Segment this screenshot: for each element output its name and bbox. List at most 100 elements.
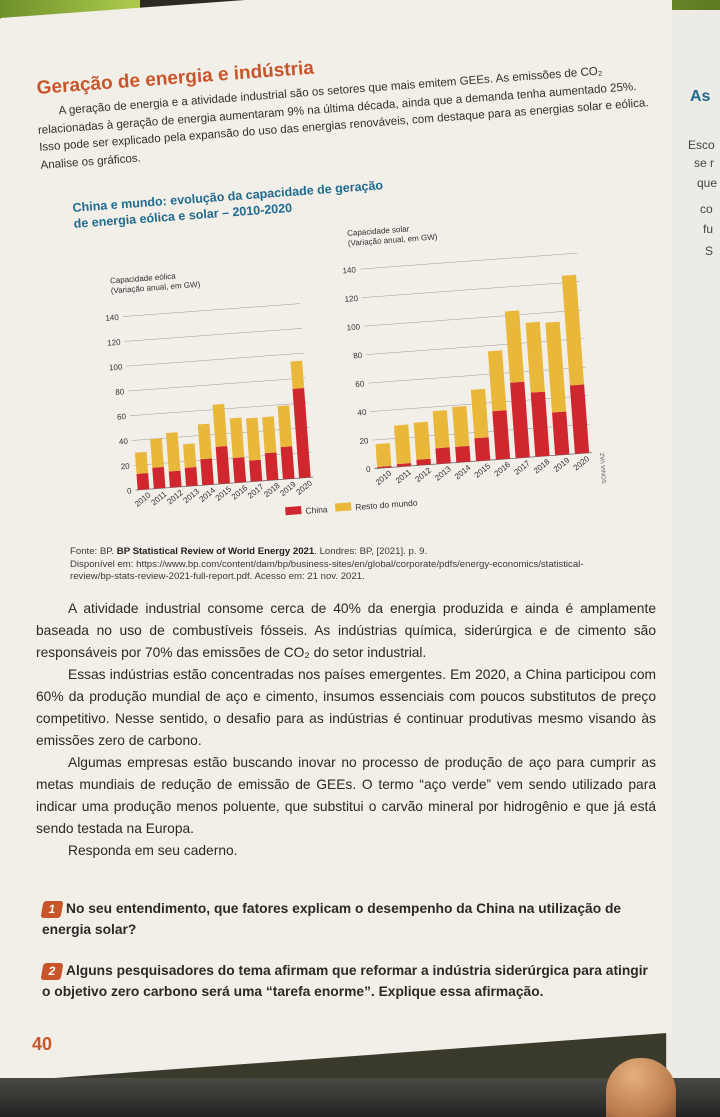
bar-segment xyxy=(182,443,197,468)
bar-segment xyxy=(229,417,245,459)
bar-segment xyxy=(452,405,470,447)
y-tick-label: 0 xyxy=(366,465,372,474)
source-label: Fonte: BP. xyxy=(70,546,115,557)
gridline xyxy=(364,309,582,327)
bar-segment xyxy=(212,403,228,447)
y-tick-label: 0 xyxy=(127,486,133,495)
facing-page xyxy=(666,10,720,1082)
gridline xyxy=(126,352,304,367)
facing-page-heading: As xyxy=(690,88,711,105)
bar-segment xyxy=(262,416,277,454)
bar-segment xyxy=(200,458,214,486)
facing-page-text: que xyxy=(697,176,718,190)
y-tick-label: 40 xyxy=(119,437,129,447)
bar-segment xyxy=(264,452,279,481)
y-tick-label: 120 xyxy=(344,294,359,304)
y-tick-label: 20 xyxy=(359,436,369,446)
legend-swatch-rest xyxy=(334,502,352,512)
x-tick-label: 2015 xyxy=(473,461,493,480)
bar-segment xyxy=(168,470,182,488)
bar-segment xyxy=(197,423,212,460)
gridline xyxy=(124,328,303,342)
body-text: A atividade industrial consome cerca de … xyxy=(36,598,656,862)
bar-segment xyxy=(292,388,311,479)
charts-svg: Capacidade eólica(Variação anual, em GW)… xyxy=(105,224,608,516)
question-number: 1 xyxy=(40,901,64,918)
y-tick-label: 140 xyxy=(342,265,357,275)
question-text: No seu entendimento, que fatores explica… xyxy=(42,901,622,937)
y-tick-label: 40 xyxy=(357,408,367,418)
bar-segment xyxy=(474,437,491,462)
y-tick-label: 20 xyxy=(120,462,130,472)
bar-segment xyxy=(455,445,471,463)
bar-segment xyxy=(470,388,489,439)
bar-segment xyxy=(152,466,166,489)
bar-segment xyxy=(432,410,450,449)
bar-segment xyxy=(165,432,181,472)
legend-label-china: China xyxy=(305,504,328,516)
facing-page-text: se r xyxy=(694,156,715,170)
facing-page-text: fu xyxy=(703,222,714,236)
x-tick-label: 2020 xyxy=(572,454,592,473)
body-paragraph: Algumas empresas estão buscando inovar n… xyxy=(36,755,656,836)
x-tick-label: 2012 xyxy=(413,466,433,485)
x-tick-label: 2019 xyxy=(552,455,572,474)
bar-segment xyxy=(545,321,567,413)
y-tick-label: 120 xyxy=(107,338,122,348)
bar-segment xyxy=(280,446,295,480)
image-credit: SONIA VAZ xyxy=(600,452,608,484)
question-1: 1 No seu entendimento, que fatores explic… xyxy=(40,898,656,940)
x-tick-label: 2010 xyxy=(374,468,394,487)
bar-segment xyxy=(150,438,164,468)
bar-segment xyxy=(277,405,293,448)
bar-segment xyxy=(504,310,525,383)
y-tick-label: 140 xyxy=(105,313,120,323)
bar-segment xyxy=(413,421,431,460)
bar-segment xyxy=(435,447,451,465)
facing-page-text: Esco xyxy=(688,138,715,152)
bar-segment xyxy=(134,451,149,474)
body-paragraph: A atividade industrial consome cerca de … xyxy=(36,601,656,660)
bar-segment xyxy=(492,410,511,460)
bar-segment xyxy=(375,443,392,467)
bar-segment xyxy=(561,274,585,386)
question-2: 2 Alguns pesquisadores do tema afirmam qu… xyxy=(40,960,656,1002)
thumb xyxy=(606,1058,676,1117)
page-number: 40 xyxy=(32,1034,53,1054)
bar-segment xyxy=(530,391,550,457)
source-citation: Fonte: BP. BP Statistical Review of Worl… xyxy=(70,546,590,559)
gridline xyxy=(122,303,301,317)
bar-segment xyxy=(569,384,590,454)
source-title: BP Statistical Review of World Energy 20… xyxy=(116,546,315,557)
y-tick-label: 80 xyxy=(115,387,125,397)
y-tick-label: 100 xyxy=(109,362,124,372)
background-bottom xyxy=(0,1078,720,1117)
x-tick-label: 2014 xyxy=(453,463,473,482)
bar-segment xyxy=(184,466,198,487)
bar-segment xyxy=(246,417,261,461)
bar-segment xyxy=(393,424,412,465)
question-text: Alguns pesquisadores do tema afirmam que… xyxy=(42,963,648,999)
gridline xyxy=(128,377,306,392)
gridline xyxy=(359,252,578,270)
legend-swatch-china xyxy=(285,506,302,516)
bar-segment xyxy=(377,465,392,469)
bar-segment xyxy=(136,473,150,490)
respond-note: Responda em seu caderno. xyxy=(68,843,238,858)
x-tick-label: 2016 xyxy=(493,460,513,479)
question-number: 2 xyxy=(40,963,64,980)
y-tick-label: 60 xyxy=(117,412,127,422)
facing-page-text: co xyxy=(700,202,713,216)
bar-segment xyxy=(290,360,305,389)
bar-segment xyxy=(249,459,263,482)
source-rest: . Londres: BP, [2021]. p. 9. xyxy=(314,546,428,557)
body-paragraph: Essas indústrias estão concentradas nos … xyxy=(36,667,656,748)
gridline xyxy=(361,281,580,298)
bar-segment xyxy=(416,458,432,466)
bar-segment xyxy=(551,411,570,456)
chart-figure: China e mundo: evolução da capacidade de… xyxy=(72,162,616,544)
y-tick-label: 100 xyxy=(346,322,361,332)
x-tick-label: 2018 xyxy=(532,457,552,476)
x-tick-label: 2020 xyxy=(294,478,314,497)
y-tick-label: 80 xyxy=(353,351,363,361)
